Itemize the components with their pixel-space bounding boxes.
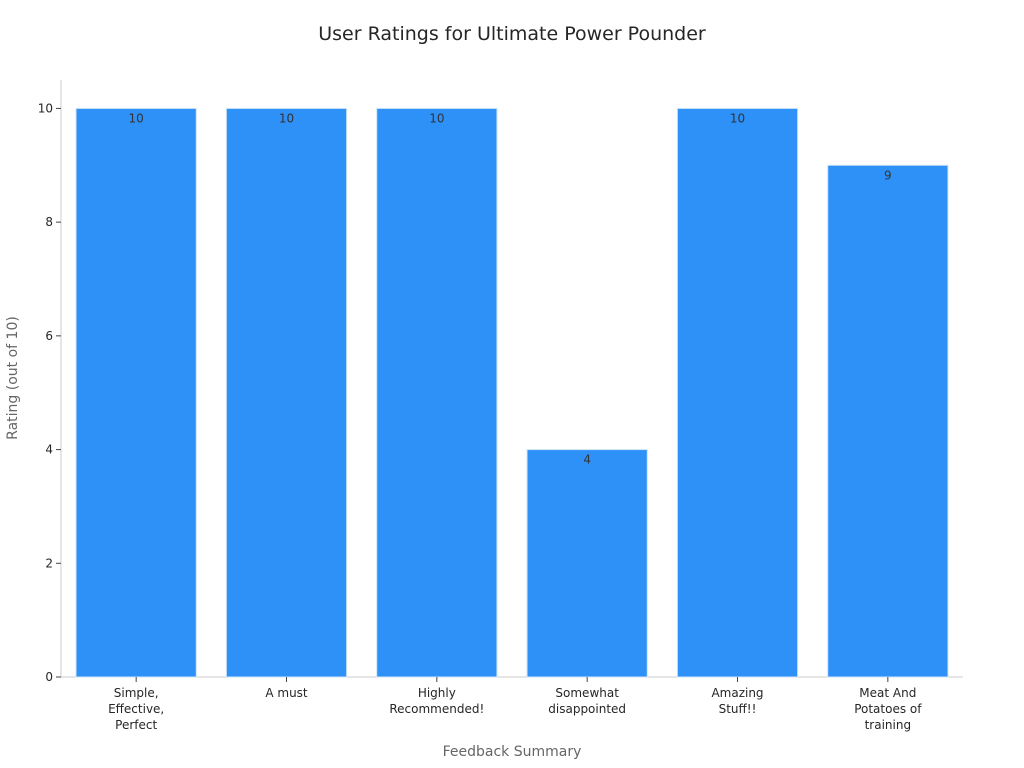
bar <box>376 107 498 678</box>
data-label: 10 <box>129 111 144 125</box>
x-tick-label: Recommended! <box>389 702 484 716</box>
x-tick-label: Amazing <box>711 686 763 700</box>
y-tick-label: 8 <box>45 215 53 229</box>
x-tick-label: Meat And <box>859 686 916 700</box>
bar <box>526 449 648 678</box>
x-axis-label: Feedback Summary <box>443 744 582 760</box>
x-tick-label: Stuff!! <box>719 702 757 716</box>
y-tick-label: 6 <box>45 329 53 343</box>
y-tick-label: 2 <box>45 556 53 570</box>
y-axis-label: Rating (out of 10) <box>5 316 21 440</box>
x-tick-label: Somewhat <box>555 686 619 700</box>
x-tick-label: training <box>865 718 912 732</box>
y-tick-label: 0 <box>45 670 53 684</box>
y-tick-label: 4 <box>45 443 53 457</box>
data-label: 4 <box>583 453 591 467</box>
x-tick-label: Simple, <box>114 686 159 700</box>
bar <box>225 107 348 678</box>
x-tick-label: disappointed <box>548 702 626 716</box>
x-tick-label: Highly <box>418 686 456 700</box>
chart-title: User Ratings for Ultimate Power Pounder <box>318 23 706 45</box>
x-tick-label: Effective, <box>108 702 164 716</box>
x-tick-label: A must <box>265 686 308 700</box>
bar <box>827 164 949 678</box>
x-tick-label: Perfect <box>115 718 157 732</box>
x-tick-label: Potatoes of <box>854 702 922 716</box>
data-label: 10 <box>279 111 294 125</box>
data-label: 10 <box>429 111 444 125</box>
bar <box>75 107 197 678</box>
data-label: 10 <box>730 111 745 125</box>
data-label: 9 <box>884 168 892 182</box>
bar <box>676 107 799 678</box>
y-tick-label: 10 <box>38 101 53 115</box>
